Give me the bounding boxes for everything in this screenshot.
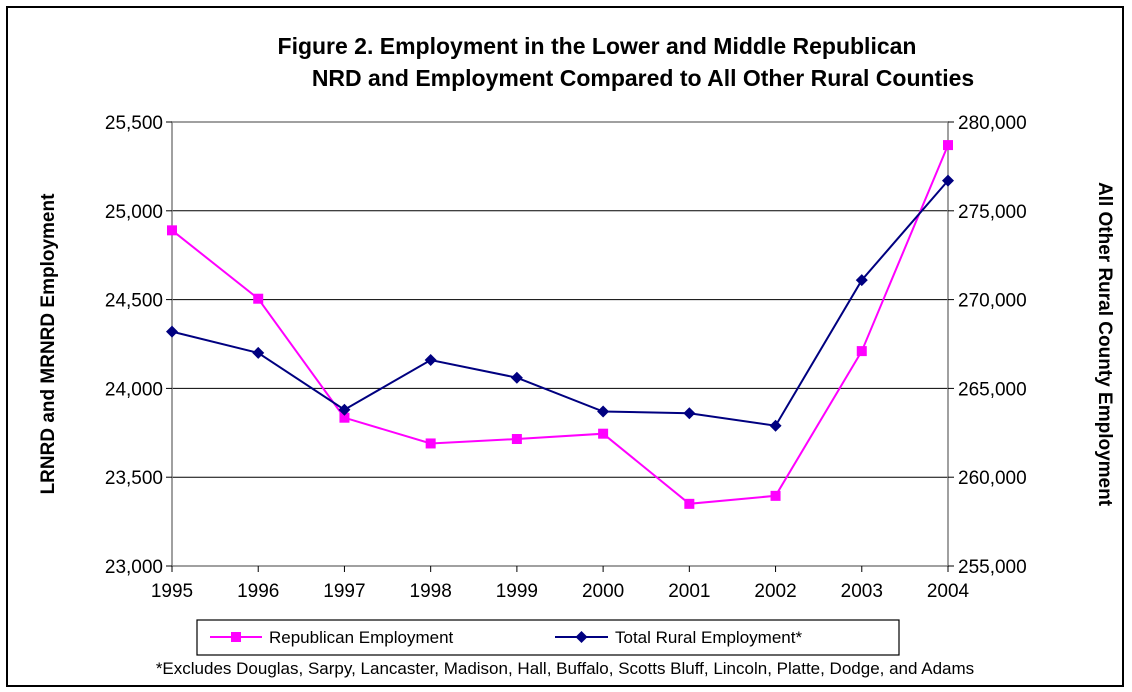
legend-box xyxy=(196,619,900,656)
x-tick-label: 2004 xyxy=(927,581,970,602)
data-point-rural xyxy=(166,325,178,338)
x-tick-label: 2001 xyxy=(668,581,710,602)
employment-chart: Figure 2. Employment in the Lower and Mi… xyxy=(38,33,1115,678)
y-right-tick-label: 280,000 xyxy=(958,113,1027,134)
data-point-republican xyxy=(339,412,350,423)
data-point-republican xyxy=(770,490,781,501)
series-line-rural xyxy=(171,179,949,427)
x-tick-label: 1996 xyxy=(237,581,279,602)
x-tick-label: 1999 xyxy=(496,581,538,602)
series-layer xyxy=(166,140,954,509)
chart-title-line1: Figure 2. Employment in the Lower and Mi… xyxy=(278,33,917,59)
data-point-republican xyxy=(856,346,867,357)
data-point-republican xyxy=(511,434,522,445)
y-left-tick-label: 24,000 xyxy=(105,379,163,400)
plot-area xyxy=(171,121,949,567)
y-left-tick-label: 25,000 xyxy=(105,202,163,223)
y-right-tick-label: 255,000 xyxy=(958,557,1027,578)
x-tick-label: 2002 xyxy=(754,581,796,602)
data-point-republican xyxy=(253,293,264,304)
series-line-republican xyxy=(171,144,949,505)
x-tick-label: 1995 xyxy=(151,581,193,602)
x-tick-label: 1998 xyxy=(410,581,452,602)
legend-rural-marker xyxy=(575,631,588,643)
y-left-tick-label: 23,500 xyxy=(105,468,163,489)
y-right-tick-label: 260,000 xyxy=(958,468,1027,489)
data-point-rural xyxy=(424,353,437,366)
x-tick-label: 2003 xyxy=(841,581,883,602)
axis-ticks: 23,000 255,000 23,500 260,000 24,000 265,000 2… xyxy=(105,113,1027,602)
x-tick-label: 2000 xyxy=(582,581,624,602)
x-tick-label: 1997 xyxy=(323,581,365,602)
y-right-tick-label: 275,000 xyxy=(958,202,1027,223)
y-left-tick-label: 23,000 xyxy=(105,557,163,578)
gridlines xyxy=(172,210,948,478)
data-point-rural xyxy=(252,346,265,359)
footnote: *Excludes Douglas, Sarpy, Lancaster, Mad… xyxy=(156,659,974,678)
y-right-axis-title: All Other Rural County Employment xyxy=(1094,182,1115,507)
legend-republican-marker xyxy=(231,632,241,642)
legend-republican-label: Republican Employment xyxy=(269,628,454,647)
data-point-rural xyxy=(338,403,351,416)
data-point-rural xyxy=(855,274,868,287)
data-point-republican xyxy=(425,438,436,449)
legend-rural-label: Total Rural Employment* xyxy=(615,628,802,647)
data-point-rural xyxy=(510,371,523,384)
chart-frame: Figure 2. Employment in the Lower and Mi… xyxy=(6,6,1124,687)
y-left-tick-label: 25,500 xyxy=(105,113,163,134)
data-point-rural xyxy=(597,405,610,418)
data-point-republican xyxy=(943,140,953,151)
data-point-republican xyxy=(684,498,695,509)
legend: Republican Employment Total Rural Employ… xyxy=(196,619,900,656)
y-right-tick-label: 270,000 xyxy=(958,291,1027,312)
chart-title-line2: NRD and Employment Compared to All Other… xyxy=(312,65,974,91)
data-point-republican xyxy=(167,225,177,236)
y-right-tick-label: 265,000 xyxy=(958,379,1027,400)
y-left-axis-title: LRNRD and MRNRD Employment xyxy=(38,193,59,495)
data-point-rural xyxy=(942,174,954,187)
data-point-rural xyxy=(683,407,696,420)
y-left-tick-label: 24,500 xyxy=(105,291,163,312)
data-point-rural xyxy=(769,419,782,432)
data-point-republican xyxy=(598,428,609,439)
